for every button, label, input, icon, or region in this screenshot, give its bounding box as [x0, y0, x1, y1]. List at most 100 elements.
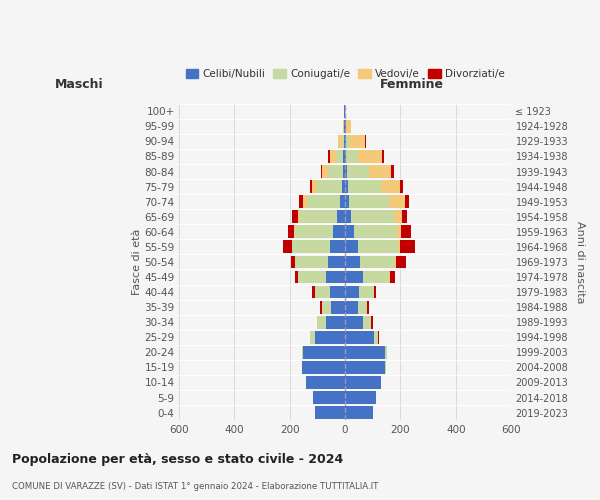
Bar — [360, 256, 395, 268]
Bar — [351, 210, 394, 223]
Bar — [334, 226, 345, 238]
Bar — [345, 346, 385, 358]
Bar — [358, 300, 367, 314]
Bar — [328, 150, 329, 163]
Bar — [295, 226, 334, 238]
Bar — [346, 150, 358, 163]
Bar — [354, 226, 397, 238]
Bar — [317, 180, 342, 193]
Bar — [345, 180, 348, 193]
Bar — [322, 165, 328, 178]
Bar — [395, 256, 397, 268]
Text: COMUNE DI VARAZZE (SV) - Dati ISTAT 1° gennaio 2024 - Elaborazione TUTTITALIA.IT: COMUNE DI VARAZZE (SV) - Dati ISTAT 1° g… — [12, 482, 379, 491]
Bar — [401, 226, 411, 238]
Bar — [299, 210, 337, 223]
Bar — [345, 376, 381, 389]
Bar — [345, 316, 363, 328]
Bar — [317, 316, 326, 328]
Bar — [310, 180, 312, 193]
Bar — [403, 210, 407, 223]
Bar — [363, 316, 371, 328]
Bar — [344, 120, 345, 132]
Bar — [345, 135, 346, 148]
Bar — [404, 195, 409, 208]
Bar — [337, 210, 345, 223]
Bar — [391, 165, 394, 178]
Bar — [292, 240, 330, 254]
Bar — [400, 180, 403, 193]
Bar — [313, 286, 314, 298]
Bar — [313, 391, 345, 404]
Bar — [397, 256, 406, 268]
Bar — [304, 195, 307, 208]
Bar — [345, 270, 363, 283]
Bar — [390, 270, 395, 283]
Bar — [304, 346, 345, 358]
Bar — [345, 195, 349, 208]
Bar — [338, 135, 342, 148]
Bar — [329, 150, 337, 163]
Legend: Celibi/Nubili, Coniugati/e, Vedovi/e, Divorziati/e: Celibi/Nubili, Coniugati/e, Vedovi/e, Di… — [181, 64, 509, 83]
Bar — [347, 165, 369, 178]
Bar — [299, 195, 304, 208]
Bar — [358, 240, 398, 254]
Bar — [345, 240, 358, 254]
Bar — [382, 150, 384, 163]
Bar — [345, 286, 359, 298]
Bar — [320, 300, 322, 314]
Bar — [337, 150, 343, 163]
Bar — [330, 240, 345, 254]
Bar — [374, 286, 376, 298]
Bar — [306, 376, 345, 389]
Bar — [330, 286, 345, 298]
Bar — [344, 135, 345, 148]
Bar — [349, 135, 365, 148]
Bar — [295, 256, 328, 268]
Bar — [302, 346, 304, 358]
Bar — [342, 135, 344, 148]
Bar — [343, 150, 345, 163]
Bar — [369, 165, 391, 178]
Bar — [302, 361, 345, 374]
Bar — [320, 165, 322, 178]
Bar — [283, 240, 292, 254]
Y-axis label: Fasce di età: Fasce di età — [131, 228, 142, 295]
Bar — [345, 406, 373, 419]
Bar — [345, 256, 360, 268]
Bar — [310, 331, 314, 344]
Bar — [298, 270, 326, 283]
Bar — [363, 270, 389, 283]
Bar — [314, 286, 330, 298]
Bar — [345, 226, 354, 238]
Bar — [358, 150, 382, 163]
Bar — [345, 165, 347, 178]
Y-axis label: Anni di nascita: Anni di nascita — [575, 220, 585, 303]
Bar — [367, 300, 370, 314]
Bar — [343, 165, 345, 178]
Bar — [292, 210, 298, 223]
Bar — [295, 270, 298, 283]
Bar — [374, 331, 379, 344]
Bar — [328, 165, 343, 178]
Bar — [381, 180, 400, 193]
Bar — [287, 226, 294, 238]
Bar — [314, 406, 345, 419]
Bar — [294, 226, 295, 238]
Bar — [292, 256, 295, 268]
Bar — [348, 180, 381, 193]
Bar — [394, 210, 403, 223]
Bar — [298, 210, 299, 223]
Bar — [326, 316, 345, 328]
Bar — [346, 120, 350, 132]
Bar — [397, 226, 401, 238]
Bar — [307, 195, 340, 208]
Bar — [345, 150, 346, 163]
Bar — [371, 316, 373, 328]
Bar — [340, 195, 345, 208]
Bar — [312, 180, 317, 193]
Bar — [345, 331, 374, 344]
Bar — [342, 180, 345, 193]
Bar — [349, 195, 389, 208]
Bar — [322, 300, 331, 314]
Bar — [328, 256, 345, 268]
